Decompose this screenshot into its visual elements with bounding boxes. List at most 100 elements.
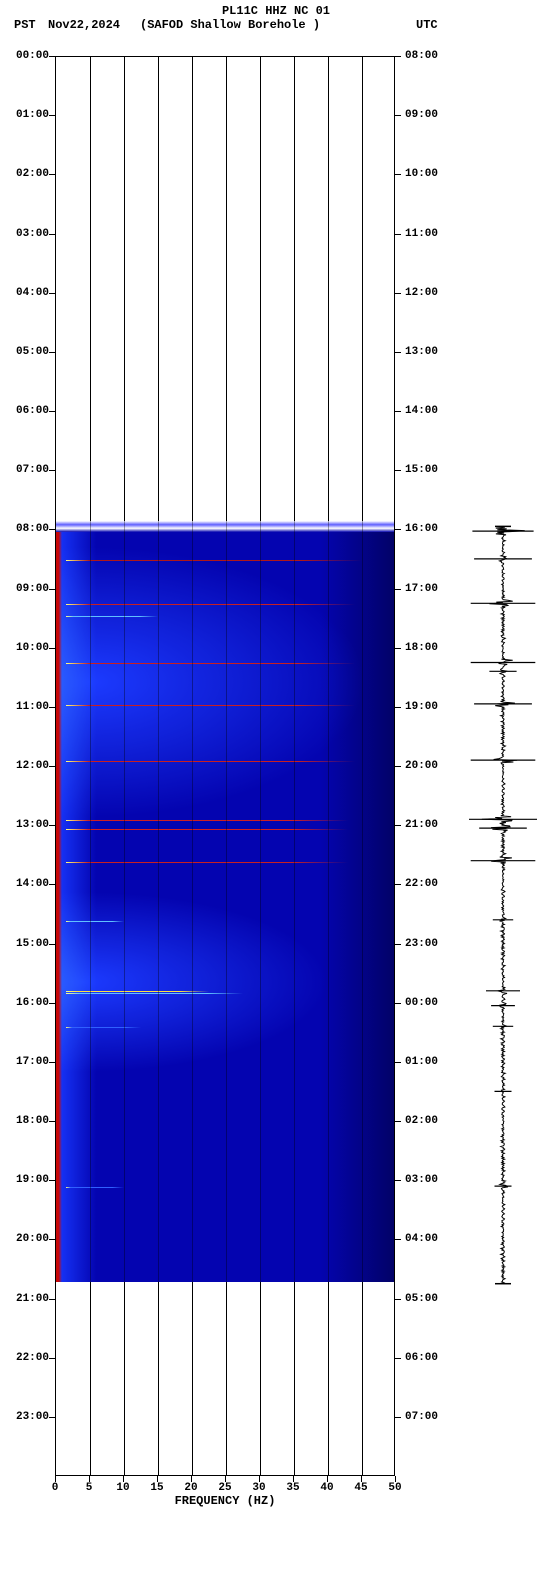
right-tick <box>395 589 401 590</box>
pst-hour-label: 00:00 <box>9 50 49 62</box>
gridline-over <box>158 57 159 1475</box>
x-tick-label: 35 <box>286 1482 299 1494</box>
waveform-trace <box>468 56 538 1476</box>
utc-hour-label: 19:00 <box>405 701 438 713</box>
right-tick <box>395 470 401 471</box>
x-axis-title: FREQUENCY (HZ) <box>55 1494 395 1508</box>
right-tick <box>395 293 401 294</box>
utc-hour-label: 12:00 <box>405 287 438 299</box>
utc-hour-label: 17:00 <box>405 583 438 595</box>
gridline-over <box>260 57 261 1475</box>
pst-hour-label: 03:00 <box>9 228 49 240</box>
right-tick <box>395 1062 401 1063</box>
right-tick <box>395 825 401 826</box>
utc-hour-label: 10:00 <box>405 168 438 180</box>
date-label: Nov22,2024 <box>48 18 120 32</box>
event-line <box>66 820 348 821</box>
gridline-over <box>328 57 329 1475</box>
utc-hour-label: 11:00 <box>405 228 438 240</box>
header-band <box>56 521 394 531</box>
left-tick <box>49 1062 55 1063</box>
right-tick <box>395 944 401 945</box>
right-tick <box>395 1299 401 1300</box>
tz-left-label: PST <box>14 18 36 32</box>
left-tick <box>49 707 55 708</box>
pst-hour-label: 07:00 <box>9 464 49 476</box>
left-tick <box>49 411 55 412</box>
utc-hour-label: 02:00 <box>405 1115 438 1127</box>
left-tick <box>49 174 55 175</box>
left-tick <box>49 1121 55 1122</box>
right-tick <box>395 707 401 708</box>
tz-right-label: UTC <box>416 18 438 32</box>
pst-hour-label: 19:00 <box>9 1174 49 1186</box>
right-tick <box>395 234 401 235</box>
left-tick <box>49 589 55 590</box>
event-line <box>66 991 209 992</box>
left-tick <box>49 1299 55 1300</box>
pst-hour-label: 11:00 <box>9 701 49 713</box>
left-tick <box>49 944 55 945</box>
right-tick <box>395 1121 401 1122</box>
event-line <box>66 761 355 762</box>
event-line <box>66 616 158 617</box>
utc-hour-label: 05:00 <box>405 1293 438 1305</box>
right-tick <box>395 352 401 353</box>
right-tick <box>395 411 401 412</box>
left-tick <box>49 825 55 826</box>
right-tick <box>395 648 401 649</box>
x-tick-label: 5 <box>86 1482 93 1494</box>
pst-hour-label: 22:00 <box>9 1352 49 1364</box>
x-tick-label: 30 <box>252 1482 265 1494</box>
pst-hour-label: 09:00 <box>9 583 49 595</box>
gridline-over <box>124 57 125 1475</box>
x-tick-label: 25 <box>218 1482 231 1494</box>
utc-hour-label: 15:00 <box>405 464 438 476</box>
utc-hour-label: 20:00 <box>405 760 438 772</box>
right-tick <box>395 1003 401 1004</box>
pst-hour-label: 10:00 <box>9 642 49 654</box>
utc-hour-label: 21:00 <box>405 819 438 831</box>
left-tick <box>49 1239 55 1240</box>
event-line <box>66 1187 124 1188</box>
left-tick <box>49 352 55 353</box>
event-line <box>66 1027 141 1028</box>
right-tick <box>395 1239 401 1240</box>
pst-hour-label: 06:00 <box>9 405 49 417</box>
utc-hour-label: 04:00 <box>405 1233 438 1245</box>
pst-hour-label: 05:00 <box>9 346 49 358</box>
left-tick <box>49 648 55 649</box>
left-tick <box>49 1180 55 1181</box>
chart-title: PL11C HHZ NC 01 <box>0 4 552 18</box>
x-tick-label: 20 <box>184 1482 197 1494</box>
left-tick <box>49 115 55 116</box>
pst-hour-label: 04:00 <box>9 287 49 299</box>
left-tick <box>49 1003 55 1004</box>
gridline-over <box>294 57 295 1475</box>
gridline-over <box>192 57 193 1475</box>
event-line <box>66 663 355 664</box>
utc-hour-label: 13:00 <box>405 346 438 358</box>
left-tick <box>49 470 55 471</box>
x-tick-label: 15 <box>150 1482 163 1494</box>
x-tick-label: 40 <box>320 1482 333 1494</box>
right-tick <box>395 1358 401 1359</box>
pst-hour-label: 17:00 <box>9 1056 49 1068</box>
pst-hour-label: 01:00 <box>9 109 49 121</box>
utc-hour-label: 14:00 <box>405 405 438 417</box>
x-tick-label: 10 <box>116 1482 129 1494</box>
right-tick <box>395 115 401 116</box>
utc-hour-label: 23:00 <box>405 938 438 950</box>
left-tick <box>49 884 55 885</box>
pst-hour-label: 14:00 <box>9 878 49 890</box>
pst-hour-label: 15:00 <box>9 938 49 950</box>
utc-hour-label: 08:00 <box>405 50 438 62</box>
gridline-over <box>90 57 91 1475</box>
x-tick-label: 0 <box>52 1482 59 1494</box>
utc-hour-label: 16:00 <box>405 523 438 535</box>
right-tick <box>395 766 401 767</box>
right-tick <box>395 174 401 175</box>
left-tick <box>49 1417 55 1418</box>
utc-hour-label: 09:00 <box>405 109 438 121</box>
right-tick <box>395 1417 401 1418</box>
